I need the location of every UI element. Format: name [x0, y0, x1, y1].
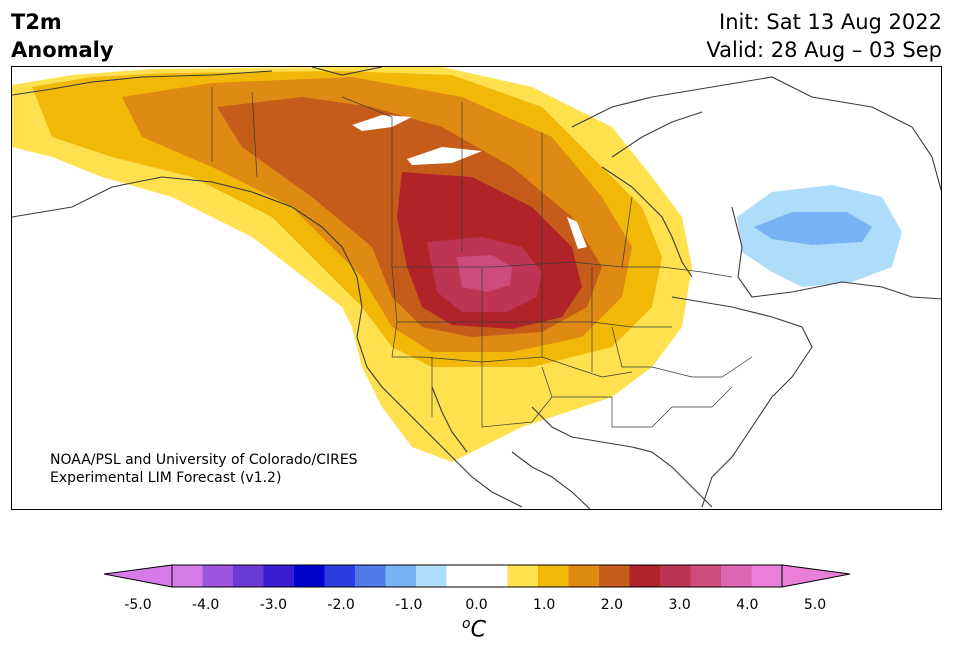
colorbar-cell — [599, 565, 630, 587]
anomaly-neg-1p0 — [754, 212, 872, 245]
colorbar-ticks: -5.0 -4.0 -3.0 -2.0 -1.0 0.0 1.0 2.0 3.0 4.0 5.0 — [0, 597, 953, 617]
lake-winnipeg — [567, 217, 587, 249]
colorbar-cell — [324, 565, 356, 587]
map-canvas — [12, 67, 941, 509]
valid-dates: Valid: 28 Aug – 03 Sep — [706, 38, 942, 62]
colorbar-tick-label: 2.0 — [600, 597, 624, 613]
colorbar-cell — [690, 565, 722, 587]
map-title: T2m Anomaly — [11, 8, 114, 64]
colorbar-outline — [171, 564, 783, 588]
coastlines — [12, 67, 941, 509]
lake-athabasca — [407, 147, 482, 165]
forecast-dates: Init: Sat 13 Aug 2022 Valid: 28 Aug – 03… — [706, 8, 942, 64]
colorbar-tick-label: 5.0 — [803, 597, 827, 613]
colorbar-cells — [172, 565, 783, 587]
colorbar-cell — [385, 565, 417, 587]
colorbar-under-arrow — [104, 564, 173, 588]
colorbar-cell — [538, 565, 569, 587]
colorbar-cell — [629, 565, 661, 587]
colorbar-cell — [233, 565, 264, 587]
title-line-1: T2m — [11, 10, 62, 34]
great-slave-lake — [352, 115, 412, 131]
colorbar-tick-label: -2.0 — [327, 597, 355, 613]
colorbar-tick-label: 3.0 — [668, 597, 691, 613]
colorbar-cell — [568, 565, 600, 587]
colorbar-cell — [446, 565, 478, 587]
colorbar-tick-label: -1.0 — [395, 597, 423, 613]
colorbar-cell — [721, 565, 752, 587]
colorbar-tick-label: -5.0 — [124, 597, 152, 613]
colorbar-cell — [477, 565, 508, 587]
init-date: Init: Sat 13 Aug 2022 — [719, 10, 942, 34]
colorbar-unit: oC — [462, 616, 486, 642]
credit-line-2: Experimental LIM Forecast (v1.2) — [50, 470, 282, 486]
colorbar-cell — [172, 565, 203, 587]
colorbar — [104, 564, 850, 588]
colorbar-tick-label: -4.0 — [192, 597, 220, 613]
title-line-2: Anomaly — [11, 38, 114, 62]
anomaly-3p5 — [457, 255, 512, 292]
colorbar-cell — [294, 565, 325, 587]
data-credit: NOAA/PSL and University of Colorado/CIRE… — [50, 451, 358, 487]
colorbar-cell — [416, 565, 447, 587]
colorbar-cell — [263, 565, 295, 587]
political-borders — [211, 87, 753, 428]
colorbar-tick-label: 4.0 — [736, 597, 759, 613]
colorbar-cell — [507, 565, 539, 587]
unit-base: C — [470, 617, 486, 643]
colorbar-tick-label: 1.0 — [533, 597, 556, 613]
credit-line-1: NOAA/PSL and University of Colorado/CIRE… — [50, 452, 358, 468]
colorbar-cell — [751, 565, 783, 587]
colorbar-cell — [660, 565, 691, 587]
colorbar-cell — [355, 565, 386, 587]
unit-superscript: o — [462, 616, 471, 632]
colorbar-cell — [202, 565, 234, 587]
colorbar-over-arrow — [781, 564, 850, 588]
colorbar-tick-label: 0.0 — [465, 597, 488, 613]
anomaly-map: NOAA/PSL and University of Colorado/CIRE… — [11, 66, 942, 510]
colorbar-tick-label: -3.0 — [259, 597, 288, 613]
